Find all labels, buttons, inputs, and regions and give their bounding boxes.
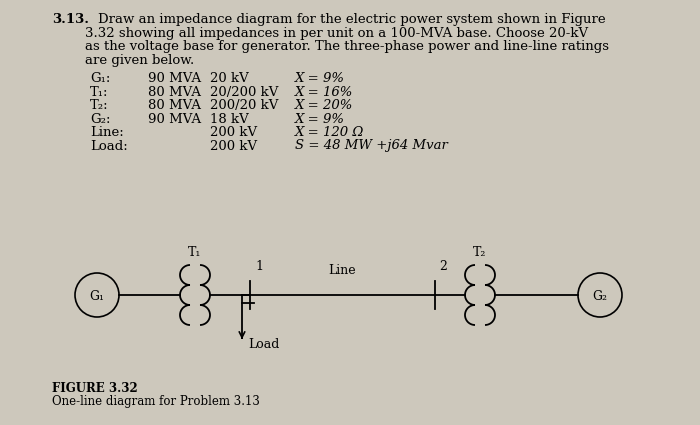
- Text: 200 kV: 200 kV: [210, 139, 257, 153]
- Text: as the voltage base for generator. The three-phase power and line-line ratings: as the voltage base for generator. The t…: [85, 40, 609, 53]
- Text: X = 120 Ω: X = 120 Ω: [295, 126, 365, 139]
- Text: Draw an impedance diagram for the electric power system shown in Figure: Draw an impedance diagram for the electr…: [98, 13, 606, 26]
- Text: 3.13.: 3.13.: [52, 13, 89, 26]
- Text: One-line diagram for Problem 3.13: One-line diagram for Problem 3.13: [52, 395, 260, 408]
- Text: X = 16%: X = 16%: [295, 85, 354, 99]
- Text: G₁: G₁: [90, 289, 104, 303]
- Text: 80 MVA: 80 MVA: [148, 99, 201, 112]
- Text: X = 20%: X = 20%: [295, 99, 354, 112]
- Text: 20/200 kV: 20/200 kV: [210, 85, 279, 99]
- Text: 3.32 showing all impedances in per unit on a 100-MVA base. Choose 20-kV: 3.32 showing all impedances in per unit …: [85, 26, 588, 40]
- Text: X = 9%: X = 9%: [295, 113, 345, 125]
- Text: Load: Load: [248, 338, 279, 351]
- Text: 90 MVA: 90 MVA: [148, 72, 201, 85]
- Text: FIGURE 3.32: FIGURE 3.32: [52, 382, 138, 395]
- Text: Load:: Load:: [90, 139, 127, 153]
- Text: Line: Line: [329, 264, 356, 277]
- Text: 80 MVA: 80 MVA: [148, 85, 201, 99]
- Text: G₁:: G₁:: [90, 72, 111, 85]
- Text: X = 9%: X = 9%: [295, 72, 345, 85]
- Text: 90 MVA: 90 MVA: [148, 113, 201, 125]
- Text: S = 48 MW +j64 Mvar: S = 48 MW +j64 Mvar: [295, 139, 448, 153]
- Text: T₁:: T₁:: [90, 85, 108, 99]
- Text: T₂: T₂: [473, 246, 486, 259]
- Text: 18 kV: 18 kV: [210, 113, 248, 125]
- Text: T₁: T₁: [188, 246, 202, 259]
- Text: T₂:: T₂:: [90, 99, 108, 112]
- Text: Line:: Line:: [90, 126, 124, 139]
- Text: G₂:: G₂:: [90, 113, 111, 125]
- Text: 20 kV: 20 kV: [210, 72, 248, 85]
- Text: 200 kV: 200 kV: [210, 126, 257, 139]
- Text: G₂: G₂: [592, 289, 608, 303]
- Text: are given below.: are given below.: [85, 54, 195, 66]
- Text: 2: 2: [439, 260, 447, 273]
- Text: 1: 1: [255, 260, 263, 273]
- Text: 200/20 kV: 200/20 kV: [210, 99, 279, 112]
